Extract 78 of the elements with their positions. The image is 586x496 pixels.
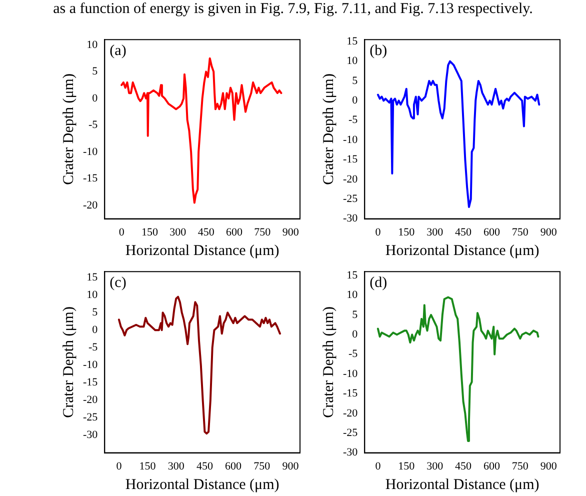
x-tick-label: 150 bbox=[141, 226, 158, 238]
y-tick-label: -15 bbox=[342, 154, 358, 166]
y-tick-label: -20 bbox=[82, 199, 98, 212]
y-tick-label: -15 bbox=[82, 376, 98, 389]
y-tick-label: 5 bbox=[92, 66, 98, 78]
x-tick-label: 750 bbox=[254, 460, 271, 472]
x-tick-label: 300 bbox=[426, 460, 444, 472]
text: as a function of energy is given in Fig. 7.9, Fig. 7.11, and Fig. 7.13 respectively. bbox=[52, 0, 534, 18]
y-tick-label: -20 bbox=[342, 173, 358, 186]
y-tick-label: -30 bbox=[342, 446, 358, 459]
x-tick-label: 600 bbox=[483, 460, 500, 472]
y-tick-label: -25 bbox=[342, 193, 358, 205]
y-tick-label: -20 bbox=[82, 394, 98, 406]
y-tick-label: 5 bbox=[92, 306, 98, 318]
x-axis-title: Horizontal Distance (μm) bbox=[125, 242, 280, 259]
y-tick-label: -30 bbox=[82, 429, 98, 442]
x-tick-label: 900 bbox=[282, 226, 300, 238]
x-tick-label: 900 bbox=[282, 460, 300, 472]
y-tick-label: -10 bbox=[342, 134, 358, 146]
x-tick-label: 750 bbox=[254, 226, 272, 238]
x-tick-label: 150 bbox=[139, 460, 156, 472]
y-tick-label: 10 bbox=[86, 288, 98, 301]
y-tick-label: 10 bbox=[86, 38, 98, 51]
y-tick-label: 0 bbox=[92, 324, 98, 336]
chart-title: (b) bbox=[370, 43, 388, 60]
y-axis-title: Crater Depth (μm) bbox=[320, 74, 337, 185]
y-tick-label: 15 bbox=[346, 35, 358, 48]
y-axis-title: Crater Depth (μm) bbox=[60, 306, 77, 418]
y-tick-label: -10 bbox=[342, 368, 358, 380]
x-tick-label: 600 bbox=[226, 226, 244, 238]
x-tick-label: 900 bbox=[540, 226, 558, 238]
y-tick-label: 10 bbox=[346, 289, 358, 302]
x-tick-label: 0 bbox=[375, 226, 382, 238]
y-tick-label: 5 bbox=[352, 308, 358, 321]
y-tick-label: -30 bbox=[342, 212, 358, 225]
y-tick-label: -15 bbox=[342, 388, 358, 400]
x-tick-label: 150 bbox=[398, 460, 416, 472]
x-tick-label: 0 bbox=[118, 226, 125, 238]
x-tick-label: 300 bbox=[170, 226, 187, 238]
y-axis-title: Crater Depth (μm) bbox=[320, 306, 337, 418]
x-tick-label: 300 bbox=[426, 226, 444, 238]
x-tick-label: 150 bbox=[398, 226, 416, 238]
x-tick-label: 450 bbox=[198, 226, 215, 238]
x-tick-label: 450 bbox=[196, 460, 214, 472]
y-tick-label: -15 bbox=[82, 172, 98, 185]
y-tick-label: 5 bbox=[352, 74, 358, 87]
x-tick-label: 750 bbox=[512, 460, 529, 472]
y-tick-label: -25 bbox=[82, 412, 98, 424]
y-tick-label: -10 bbox=[82, 146, 98, 158]
x-tick-label: 300 bbox=[168, 460, 185, 472]
chart-title: (d) bbox=[370, 275, 388, 292]
y-tick-label: 0 bbox=[352, 94, 358, 107]
y-tick-label: 0 bbox=[92, 92, 98, 104]
x-tick-label: 600 bbox=[225, 460, 242, 472]
y-tick-label: -10 bbox=[82, 359, 98, 372]
y-tick-label: -25 bbox=[342, 426, 358, 439]
y-tick-label: -5 bbox=[348, 348, 358, 360]
y-tick-label: 15 bbox=[86, 271, 98, 284]
x-tick-label: 0 bbox=[375, 460, 382, 472]
y-tick-label: -5 bbox=[88, 342, 98, 354]
x-axis-title: Horizontal Distance (μm) bbox=[385, 242, 540, 259]
chart-title: (c) bbox=[110, 275, 126, 292]
y-tick-label: -5 bbox=[348, 114, 358, 126]
y-axis-title: Crater Depth (μm) bbox=[60, 74, 77, 185]
x-tick-label: 750 bbox=[512, 226, 529, 238]
x-axis-title: Horizontal Distance (μm) bbox=[385, 476, 540, 493]
x-tick-label: 600 bbox=[483, 226, 500, 238]
x-axis-title: Horizontal Distance (μm) bbox=[125, 476, 280, 493]
x-tick-label: 900 bbox=[540, 460, 558, 472]
y-tick-label: 15 bbox=[346, 269, 358, 282]
x-tick-label: 450 bbox=[455, 460, 472, 472]
y-tick-label: 0 bbox=[352, 328, 358, 341]
x-tick-label: 0 bbox=[116, 460, 122, 472]
y-tick-label: 10 bbox=[346, 55, 358, 68]
x-tick-label: 450 bbox=[455, 226, 472, 238]
chart-title: (a) bbox=[110, 43, 126, 60]
y-tick-label: -20 bbox=[342, 407, 358, 420]
y-tick-label: -5 bbox=[88, 119, 98, 132]
